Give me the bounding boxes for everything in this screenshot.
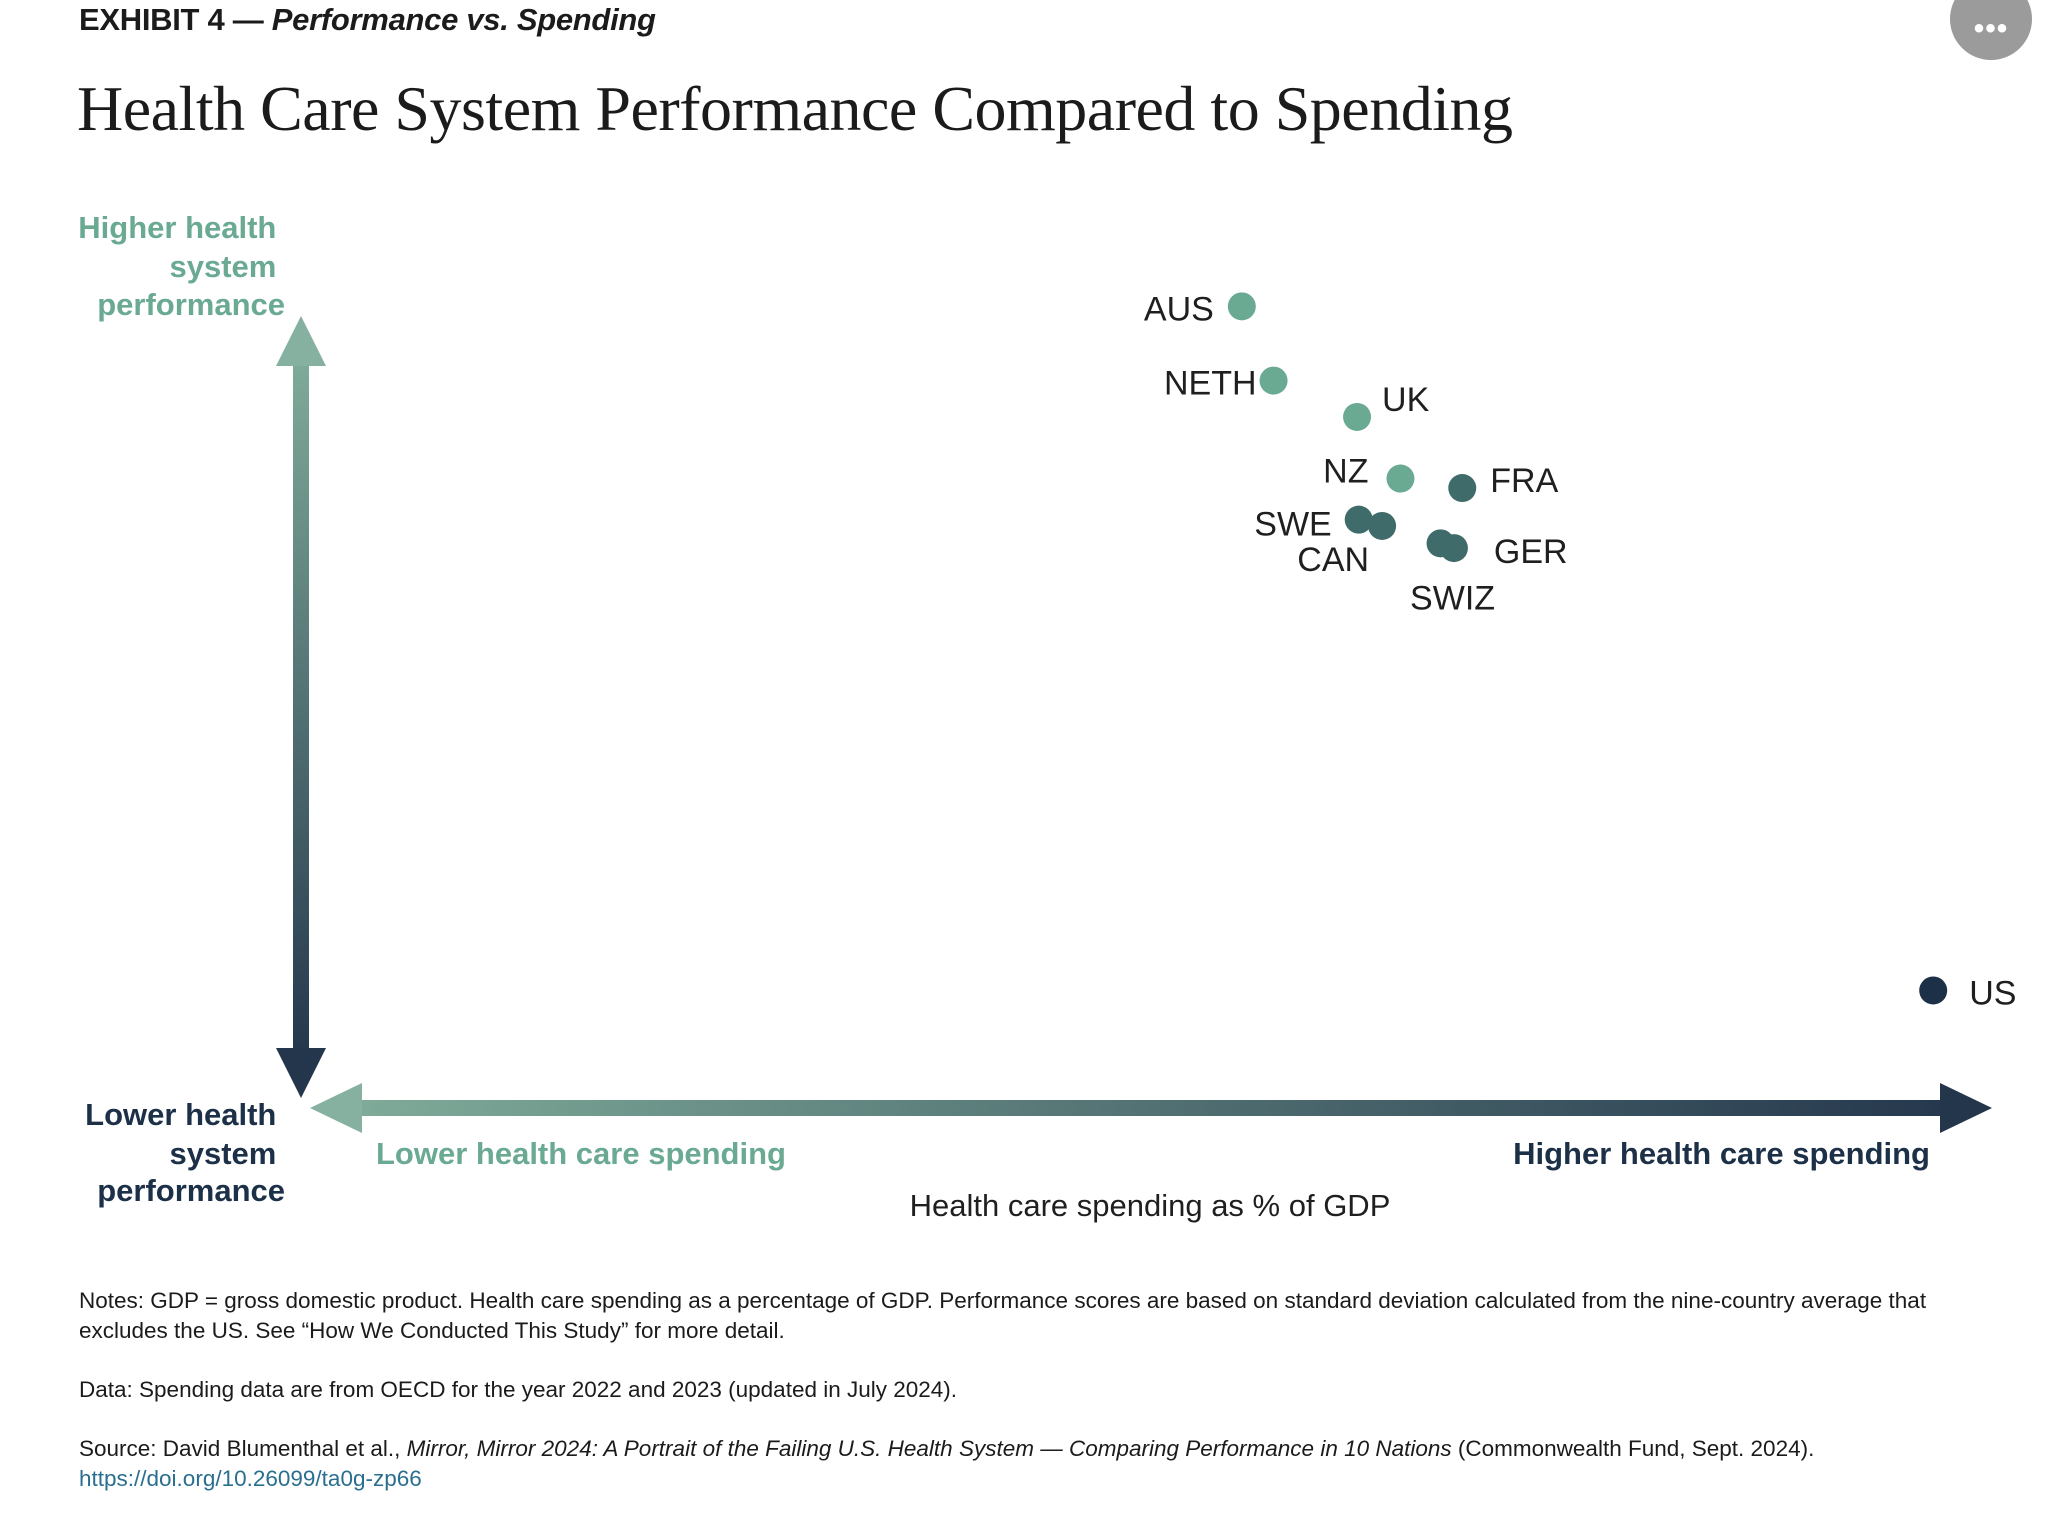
source-prefix: Source: David Blumenthal et al., [79, 1436, 407, 1461]
point-fra [1448, 474, 1477, 503]
point-can [1368, 511, 1397, 540]
point-label-swe: SWE [1254, 506, 1331, 544]
scatter-chart: Higher health system performance Lower h… [78, 210, 2017, 1223]
x-axis-arrow [310, 1083, 1992, 1133]
source-suffix: (Commonwealth Fund, Sept. 2024). [1451, 1436, 1815, 1461]
doi-link[interactable]: https://doi.org/10.26099/ta0g-zp66 [79, 1466, 422, 1491]
point-label-us: US [1969, 974, 2016, 1012]
point-us [1919, 976, 1948, 1005]
exhibit-subtitle: Performance vs. Spending [271, 2, 656, 37]
chart-title: Health Care System Performance Compared … [77, 73, 1513, 144]
notes-text: Notes: GDP = gross domestic product. Hea… [79, 1288, 1927, 1343]
point-uk [1343, 402, 1372, 431]
point-swe [1344, 505, 1373, 534]
exhibit-label: EXHIBIT 4 — [79, 2, 264, 37]
point-label-aus: AUS [1144, 290, 1214, 328]
point-ger [1439, 534, 1468, 563]
x-low-label: Lower health care spending [376, 1136, 786, 1171]
y-axis-arrow [276, 316, 326, 1098]
point-label-swiz: SWIZ [1410, 579, 1495, 617]
exhibit-heading: EXHIBIT 4 — Performance vs. Spending [79, 2, 656, 38]
point-aus [1227, 292, 1256, 321]
x-axis-title: Health care spending as % of GDP [910, 1188, 1391, 1223]
point-label-uk: UK [1382, 381, 1430, 419]
source-title: Mirror, Mirror 2024: A Portrait of the F… [406, 1436, 1452, 1461]
point-label-nz: NZ [1323, 453, 1368, 491]
x-high-label: Higher health care spending [1513, 1136, 1930, 1171]
point-label-neth: NETH [1164, 365, 1257, 403]
point-nz [1386, 464, 1415, 493]
y-low-label: Lower health system performance [85, 1097, 285, 1208]
data-text: Data: Spending data are from OECD for th… [79, 1377, 958, 1402]
point-label-ger: GER [1494, 533, 1568, 571]
point-label-fra: FRA [1490, 462, 1558, 500]
source-text: Source: David Blumenthal et al., Mirror,… [79, 1434, 2009, 1494]
point-label-can: CAN [1297, 541, 1369, 579]
notes-section: Notes: GDP = gross domestic product. Hea… [79, 1286, 2009, 1523]
y-high-label: Higher health system performance [78, 210, 285, 322]
point-neth [1259, 366, 1288, 395]
